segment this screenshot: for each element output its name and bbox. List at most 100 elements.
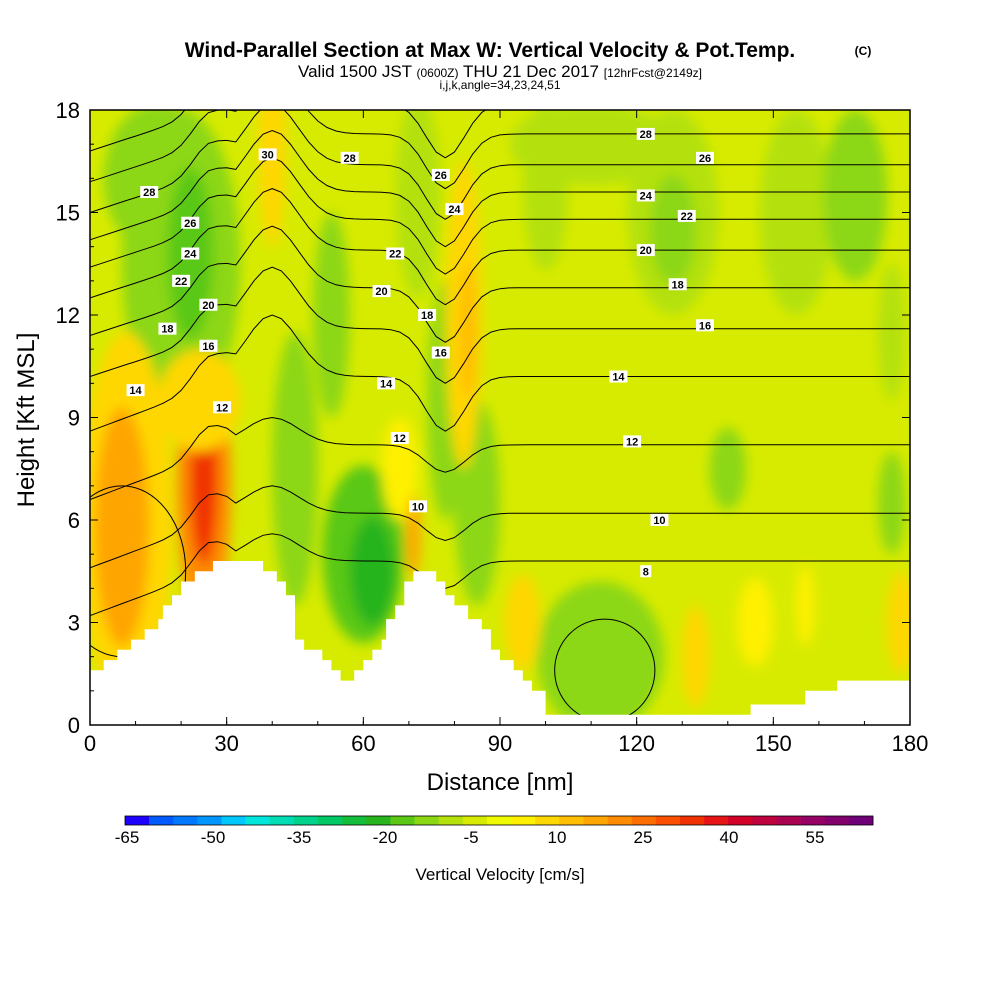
x-axis-title: Distance [nm] — [427, 769, 574, 796]
contour-label: 8 — [640, 565, 652, 578]
contour-label: 18 — [158, 322, 177, 336]
contour-label-text: 22 — [389, 249, 401, 261]
contour-label-text: 16 — [699, 320, 711, 332]
contour-label-box — [372, 285, 391, 298]
contour-label-box — [258, 148, 277, 161]
contour-label: 20 — [636, 244, 655, 257]
colorbar-swatch — [583, 816, 608, 825]
contour-label: 22 — [172, 274, 191, 288]
contour-label-text: 18 — [421, 310, 433, 322]
contour-label: 30 — [258, 148, 277, 161]
velocity-region — [823, 110, 888, 281]
colorbar-swatch — [221, 816, 246, 825]
velocity-region — [258, 110, 286, 247]
colorbar-tick-label: -20 — [373, 828, 398, 847]
x-tick-label: 30 — [214, 731, 238, 756]
velocity-region — [796, 564, 815, 647]
valid-time-line: Valid 1500 JST (0600Z) THU 21 Dec 2017 [… — [298, 62, 702, 81]
theta-contour-line — [90, 314, 910, 432]
contour-label: 22 — [386, 247, 405, 261]
contour-label-box — [636, 189, 655, 202]
contour-label-box — [431, 168, 450, 181]
contour-label-box — [181, 216, 200, 229]
colorbar-tick-label: -50 — [201, 828, 226, 847]
theta-contour-line — [90, 188, 910, 306]
contour-label: 16 — [199, 339, 218, 353]
contour-label-box — [390, 432, 409, 444]
contour-label-text: 10 — [412, 501, 424, 513]
colorbar-swatch — [245, 816, 271, 825]
forecast-info: [12hrFcst@2149z] — [604, 66, 702, 80]
contour-label: 24 — [445, 203, 464, 216]
contour-label: 22 — [677, 209, 696, 223]
contour-label-box — [696, 151, 714, 164]
y-tick-label: 18 — [56, 98, 80, 123]
colorbar-swatch — [486, 816, 512, 825]
contour-label-box — [340, 151, 359, 164]
colorbar-swatch — [269, 816, 295, 825]
contour-label-box — [677, 209, 696, 222]
velocity-region — [759, 110, 833, 315]
chart-title: Wind-Parallel Section at Max W: Vertical… — [185, 39, 796, 62]
contour-label: 10 — [409, 500, 427, 513]
contour-label-text: 20 — [375, 286, 387, 298]
velocity-region — [94, 407, 150, 647]
colorbar-swatch — [438, 816, 464, 825]
colorbar-swatch — [535, 816, 560, 825]
y-axis-title: Height [Kft MSL] — [13, 333, 40, 508]
velocity-region — [504, 574, 541, 671]
theta-contour-line — [90, 533, 910, 617]
theta-contour-line — [90, 416, 910, 500]
colorbar-swatch — [293, 816, 319, 825]
colorbar-swatch — [149, 816, 174, 825]
colorbar-tick-labels: -65 -50 -35 -20 -5 10 25 40 55 — [115, 828, 825, 847]
contour-label-text: 24 — [184, 249, 197, 261]
velocity-region — [736, 578, 774, 667]
contour-label-box — [140, 186, 159, 198]
velocity-region — [459, 263, 478, 401]
contour-label-text: 26 — [699, 153, 711, 165]
copyright-mark: (C) — [855, 44, 872, 58]
contour-label: 16 — [696, 319, 714, 332]
colorbar-tick-label: -65 — [115, 828, 140, 847]
contour-label-box — [431, 346, 450, 359]
contour-label-text: 26 — [184, 218, 196, 230]
velocity-region — [682, 605, 710, 708]
y-tick-label: 15 — [56, 201, 80, 226]
velocity-region — [381, 417, 418, 520]
contour-label-box — [640, 565, 652, 578]
plot-area: 30 28 26 24 22 20 18 16 14 12 10 28 26 24 22 20 18 16 14 12… — [90, 110, 910, 725]
colorbar-swatch — [414, 816, 439, 825]
theta-contour-line — [90, 110, 910, 220]
colorbar-swatch — [655, 816, 681, 825]
velocity-region — [536, 581, 664, 725]
contour-label-text: 22 — [175, 276, 187, 288]
y-tick-label: 9 — [68, 406, 80, 431]
contour-label: 28 — [636, 127, 655, 141]
velocity-region — [272, 332, 318, 606]
colorbar-swatch — [511, 816, 536, 825]
x-tick-label: 90 — [488, 731, 512, 756]
contour-label-text: 8 — [643, 566, 649, 578]
contour-label: 14 — [377, 377, 396, 390]
contour-label-box — [181, 247, 200, 260]
colorbar-tick-label: -35 — [287, 828, 312, 847]
contour-label-box — [172, 274, 191, 287]
velocity-region — [887, 571, 910, 674]
theta-contour-line — [90, 225, 910, 343]
terrain-mask — [90, 561, 910, 725]
colorbar-swatch — [559, 816, 584, 825]
contour-label: 28 — [340, 151, 359, 165]
velocity-region — [878, 451, 906, 555]
contour-label: 26 — [431, 168, 450, 182]
contour-label-text: 12 — [394, 433, 406, 445]
contour-label-box — [386, 247, 405, 260]
contour-label-text: 20 — [640, 245, 652, 257]
x-tick-label: 60 — [351, 731, 375, 756]
contour-label-text: 14 — [380, 378, 393, 390]
colorbar-swatch — [704, 816, 729, 825]
contour-label-text: 18 — [672, 279, 684, 291]
velocity-region — [406, 496, 421, 579]
colorbar-swatch — [800, 816, 826, 825]
